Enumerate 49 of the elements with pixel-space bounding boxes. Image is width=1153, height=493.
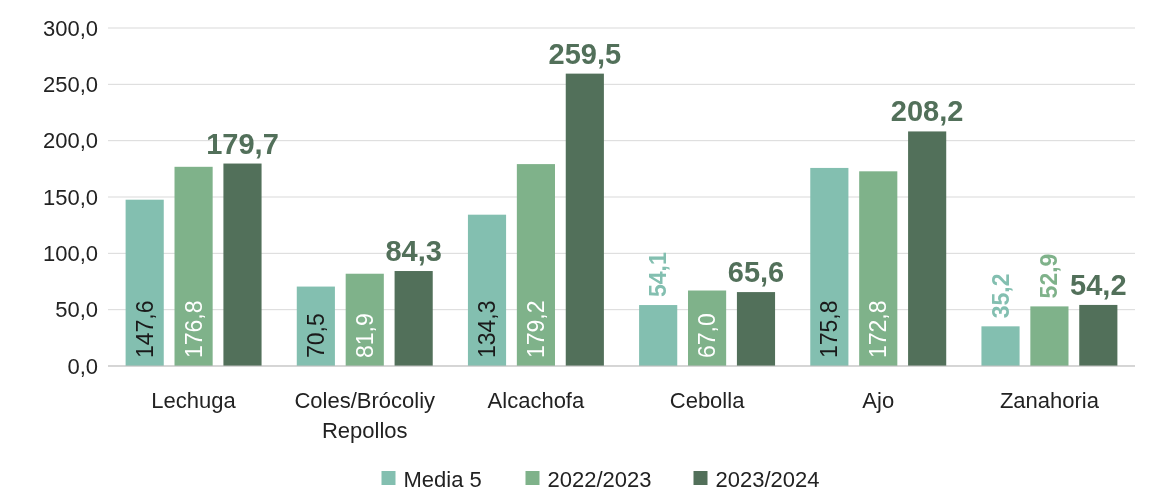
y-tick-label: 200,0: [42, 128, 98, 154]
y-tick-label: 150,0: [42, 184, 98, 210]
data-label: 52,9: [1036, 253, 1063, 299]
bar: [223, 163, 262, 366]
data-label: 179,7: [206, 127, 279, 160]
x-tick-label: Cebolla: [669, 388, 746, 413]
bar: [1030, 306, 1069, 366]
bar: [394, 271, 433, 366]
data-label: 208,2: [890, 95, 964, 128]
y-tick-label: 0,0: [67, 353, 98, 379]
legend-label: 2022/2023: [547, 466, 652, 492]
data-label: 134,3: [474, 300, 501, 358]
x-tick-label: Ajo: [862, 388, 895, 413]
bar: [565, 73, 604, 366]
data-label: 35,2: [987, 273, 1014, 319]
legend-label: Media 5: [403, 466, 482, 492]
bar: [1079, 304, 1118, 366]
bar: [639, 305, 678, 366]
bar: [859, 171, 898, 366]
bar: [981, 326, 1020, 366]
bar: [810, 167, 849, 366]
data-label: 65,6: [727, 256, 785, 289]
data-label: 176,8: [180, 300, 207, 358]
bar: [174, 166, 213, 366]
data-label: 81,9: [351, 313, 378, 358]
data-label: 175,8: [816, 300, 843, 358]
bar: [125, 199, 164, 366]
x-tick-label: Alcachofa: [487, 388, 585, 413]
data-label: 84,3: [385, 235, 442, 268]
legend-label: 2023/2024: [715, 466, 820, 492]
x-tick-label: Zanahoria: [999, 388, 1100, 413]
data-label: 259,5: [548, 37, 622, 70]
bar: [908, 131, 947, 366]
data-label: 147,6: [131, 300, 158, 358]
data-label: 54,1: [645, 252, 672, 298]
bar: [516, 164, 555, 366]
data-label: 67,0: [694, 313, 721, 358]
x-tick-label: Lechuga: [151, 388, 237, 413]
data-label: 70,5: [302, 313, 329, 358]
data-label: 54,2: [1070, 268, 1127, 301]
y-tick-label: 300,0: [42, 15, 98, 41]
bar: [736, 292, 776, 366]
data-label: 172,8: [865, 300, 892, 358]
y-tick-label: 100,0: [42, 241, 98, 267]
bar: [467, 214, 507, 366]
y-tick-label: 250,0: [42, 72, 98, 98]
x-tick-label: Coles/Brócoliy Repollos: [294, 388, 436, 443]
data-label: 179,2: [522, 300, 549, 358]
y-tick-label: 50,0: [55, 297, 98, 323]
